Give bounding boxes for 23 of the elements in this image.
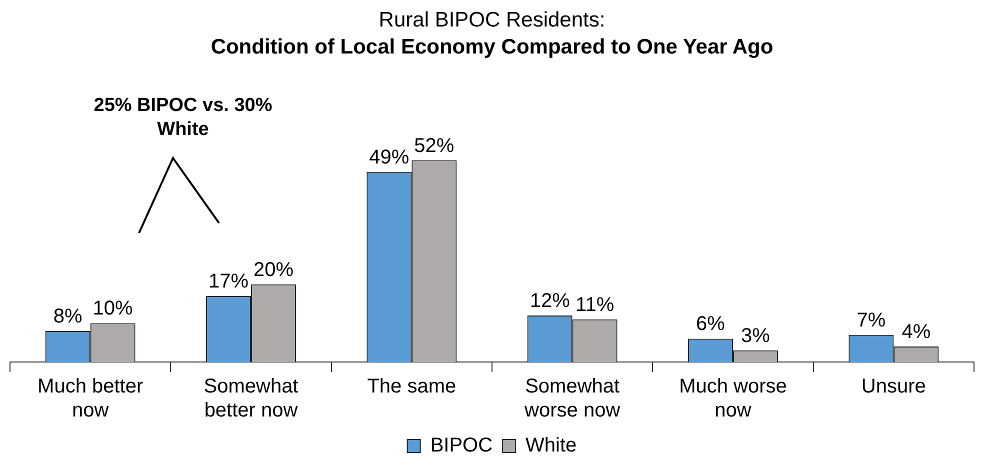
chart-title: Rural BIPOC Residents: [378, 8, 606, 32]
x-tick-label: Much better now [38, 376, 144, 422]
data-label: 4% [902, 320, 931, 343]
x-tick-label: Much worse now [679, 376, 787, 422]
data-label: 52% [414, 134, 454, 157]
data-label: 49% [369, 146, 410, 168]
data-label: 20% [253, 258, 294, 281]
x-tick-label: The same [367, 376, 456, 398]
data-label: 8% [53, 305, 83, 328]
data-label: 10% [92, 298, 134, 320]
x-tick-label: Unsure [861, 376, 926, 398]
chart-subtitle: Condition of Local Economy Compared to One Year Ago [210, 36, 774, 59]
text: 25% BIPOC vs. 30% White [92, 94, 274, 142]
data-label: 6% [696, 313, 726, 336]
data-label: 7% [856, 309, 886, 332]
data-label: 17% [208, 270, 249, 293]
x-tick-label: Somewhat worse now [524, 376, 621, 422]
data-label: 3% [741, 324, 770, 347]
legend-label: White [526, 434, 577, 457]
data-label: 11% [576, 294, 614, 316]
x-tick-label: Somewhat better now [204, 376, 299, 422]
legend-label: BIPOC [430, 434, 493, 457]
data-label: 12% [530, 290, 570, 312]
